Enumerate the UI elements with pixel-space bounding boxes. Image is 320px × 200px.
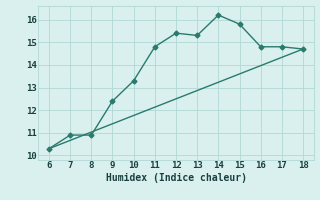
X-axis label: Humidex (Indice chaleur): Humidex (Indice chaleur) xyxy=(106,173,246,183)
